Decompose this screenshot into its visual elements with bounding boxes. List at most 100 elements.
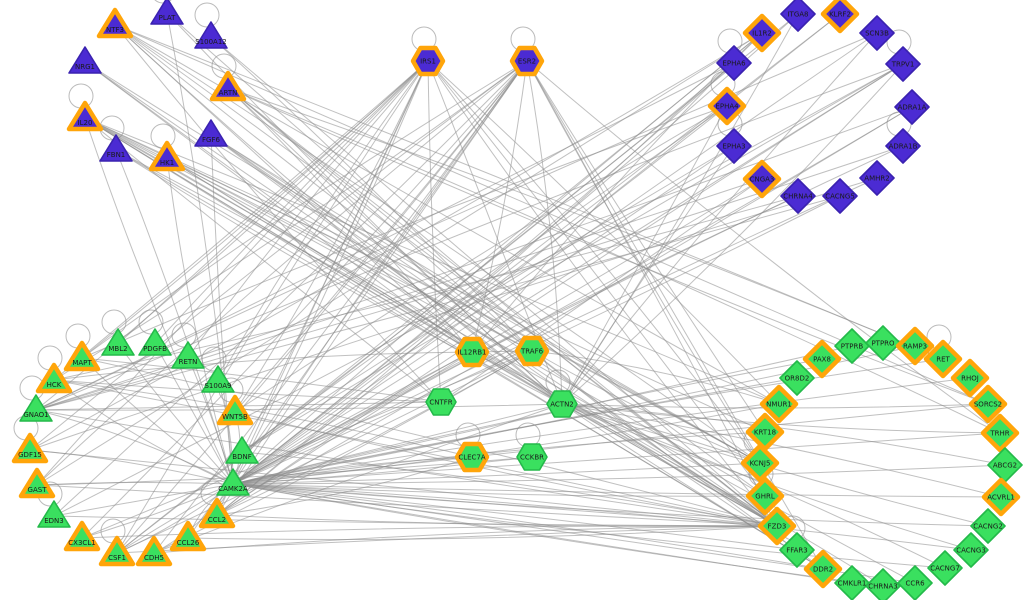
node-CCL2[interactable] <box>198 497 236 529</box>
node-EDN3[interactable] <box>37 500 71 528</box>
edge-TRPV1-BDNF[interactable] <box>241 63 904 453</box>
edge-ACTN2-FZD3[interactable] <box>561 403 778 527</box>
node-CSF1[interactable] <box>98 535 136 567</box>
edge-CAMK2A-DDR2[interactable] <box>232 483 824 570</box>
node-NTF3[interactable] <box>96 7 134 39</box>
node-FBN1[interactable] <box>99 134 133 162</box>
edge-EPHA6-BDNF[interactable] <box>241 62 735 453</box>
node-CACNG5[interactable] <box>822 178 858 214</box>
node-GNAO1[interactable] <box>19 394 53 422</box>
edge-IRS1-CAMK2A[interactable] <box>232 60 429 485</box>
edge-FGF6-TRAF6[interactable] <box>210 134 533 352</box>
edge-FBN1-ACTN2[interactable] <box>115 149 563 405</box>
node-CACNG3[interactable] <box>953 532 989 568</box>
edge-CAMK2A-PDGFB[interactable] <box>154 343 234 485</box>
self-loop-PLAT[interactable] <box>151 0 175 4</box>
edge-CAMK2A-KCNJ5[interactable] <box>232 462 761 485</box>
edge-IL20-IL12RB1[interactable] <box>84 117 473 353</box>
edge-SCN3B-ACTN2[interactable] <box>561 32 878 405</box>
edge-TRAF6-CX3CL1[interactable] <box>81 350 533 539</box>
node-EPHA6[interactable] <box>716 45 752 81</box>
node-CCR6[interactable] <box>897 565 933 600</box>
edge-CAMK2A-MBL2[interactable] <box>117 343 234 485</box>
edge-EPHA6-CAMK2A[interactable] <box>232 62 735 485</box>
self-loop-MAPT[interactable] <box>65 323 91 349</box>
node-IL20[interactable] <box>66 100 104 132</box>
node-TRHR[interactable] <box>980 413 1020 453</box>
node-IL12RB1[interactable] <box>454 336 490 368</box>
edge-EPHA4-CAMK2A[interactable] <box>232 105 728 485</box>
node-ESR2[interactable] <box>509 45 545 77</box>
edge-CNTFR-MAPT[interactable] <box>81 357 442 403</box>
node-HCK[interactable] <box>35 362 73 394</box>
node-KCNJ5[interactable] <box>740 443 780 483</box>
node-ADRA1A[interactable] <box>894 89 930 125</box>
edge-CAMK2A-GNAO1[interactable] <box>35 409 234 485</box>
node-CHRNA4[interactable] <box>780 178 816 214</box>
edge-ARTN-RET[interactable] <box>227 87 944 360</box>
edge-FGF6-KCNJ5[interactable] <box>210 134 761 464</box>
node-CMKLR1[interactable] <box>834 565 870 600</box>
node-TRPV1[interactable] <box>885 46 921 82</box>
node-ADRA1B[interactable] <box>885 128 921 164</box>
node-CHRNA3[interactable] <box>865 568 901 600</box>
edge-AMHR2-CAMK2A[interactable] <box>232 177 878 485</box>
edge-IL12RB1-FZD3[interactable] <box>471 351 778 527</box>
node-GDF15[interactable] <box>11 432 49 464</box>
edge-CAMK2A-RETN[interactable] <box>187 356 234 485</box>
node-FFAR3[interactable] <box>779 532 815 568</box>
node-SCN3B[interactable] <box>859 15 895 51</box>
edge-IL20-TRAF6[interactable] <box>84 117 533 352</box>
edge-CAMK2A-KRT18[interactable] <box>232 431 766 485</box>
edge-SCN3B-CAMK2A[interactable] <box>232 32 878 485</box>
edge-ITGA8-ACTN2[interactable] <box>561 13 799 405</box>
node-BDNF[interactable] <box>225 436 259 464</box>
node-NRG1[interactable] <box>68 46 102 74</box>
edge-FZD3-HCK[interactable] <box>53 379 778 527</box>
edge-CAMK2A-PTPRB[interactable] <box>232 345 853 485</box>
self-loop-HCK[interactable] <box>37 345 63 371</box>
edge-EPHA4-WNT5B[interactable] <box>234 105 728 413</box>
edge-AMHR2-GDF15[interactable] <box>29 177 878 451</box>
edge-FZD3-CDH5[interactable] <box>153 525 778 554</box>
edge-IL20-CCR6[interactable] <box>84 117 916 584</box>
edge-IRS1-GAST[interactable] <box>36 60 429 486</box>
edge-EPHA4-ACTN2[interactable] <box>561 105 728 405</box>
edge-ESR2-HCK[interactable] <box>53 60 528 381</box>
edge-IL12RB1-CCL2[interactable] <box>216 351 473 516</box>
node-FGF6[interactable] <box>194 119 228 147</box>
node-S100A12[interactable] <box>194 21 228 49</box>
edge-KLRF2-CAMK2A[interactable] <box>232 13 841 485</box>
edge-TRPV1-CAMK2A[interactable] <box>232 63 904 485</box>
node-CAMK2A[interactable] <box>216 468 250 496</box>
node-PAX8[interactable] <box>802 339 842 379</box>
edge-TRAF6-NMUR1[interactable] <box>531 350 780 405</box>
edge-IL12RB1-HCK[interactable] <box>53 351 473 381</box>
edge-TRAF6-CSF1[interactable] <box>116 350 533 554</box>
node-EPHA4[interactable] <box>707 86 747 126</box>
edge-ESR2-WNT5B[interactable] <box>234 60 528 413</box>
edge-ESR2-TRHR[interactable] <box>526 60 1001 434</box>
node-ABCG2[interactable] <box>987 447 1023 483</box>
edge-ADRA1A-CAMK2A[interactable] <box>232 106 913 485</box>
edge-ARTN-GHRL[interactable] <box>227 87 766 497</box>
edge-IRS1-HCK[interactable] <box>53 60 429 381</box>
node-GAST[interactable] <box>18 467 56 499</box>
edge-NRG1-ACTN2[interactable] <box>84 61 563 405</box>
edge-ESR2-GAST[interactable] <box>36 60 528 486</box>
edge-FZD3-GDF15[interactable] <box>29 449 778 527</box>
edge-IL20-CNTFR[interactable] <box>84 117 442 403</box>
node-CLEC7A[interactable] <box>454 441 490 473</box>
node-GHRL[interactable] <box>745 476 785 516</box>
edge-CLEC7A-HCK[interactable] <box>53 379 473 458</box>
edge-CAMK2A-EDN3[interactable] <box>53 483 234 517</box>
edge-ARTN-ACTN2[interactable] <box>227 87 563 405</box>
edge-HK1-CAMK2A[interactable] <box>166 157 234 485</box>
edge-TRPV1-CCL2[interactable] <box>216 63 904 516</box>
edge-FGF6-FZD3[interactable] <box>210 134 778 527</box>
node-AMHR2[interactable] <box>859 160 895 196</box>
node-ACVRL1[interactable] <box>981 477 1021 517</box>
edge-CAMK2A-ABCG2[interactable] <box>232 464 1006 485</box>
